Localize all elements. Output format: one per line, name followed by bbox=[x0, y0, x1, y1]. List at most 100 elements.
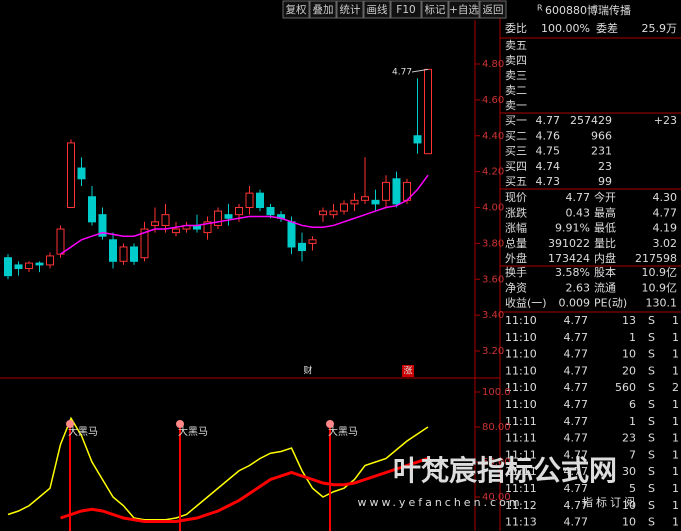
label: 1 bbox=[629, 331, 636, 344]
label: 4.76 bbox=[536, 129, 561, 142]
label: 净资 bbox=[505, 280, 527, 294]
label: 内盘 bbox=[594, 251, 616, 265]
candle-body bbox=[371, 199, 380, 205]
candle-body bbox=[109, 239, 117, 262]
label: 涨幅 bbox=[505, 222, 527, 235]
label: S bbox=[648, 381, 655, 394]
label: 4.77 bbox=[564, 482, 589, 495]
label: S bbox=[648, 364, 655, 377]
label: 11:11 bbox=[505, 415, 537, 428]
label: 股本 bbox=[594, 265, 616, 279]
label: 0.43 bbox=[566, 206, 591, 219]
y-tick-label: 80.00 bbox=[482, 422, 511, 433]
candle-body bbox=[214, 210, 222, 226]
label: S bbox=[648, 348, 655, 361]
toolbar-label[interactable]: F10 bbox=[396, 4, 415, 16]
label: 收益(一) bbox=[505, 296, 547, 310]
toolbar-button[interactable] bbox=[390, 0, 422, 19]
toolbar-label[interactable]: 统计 bbox=[340, 3, 361, 16]
candle-body bbox=[287, 221, 296, 248]
label: 4.77 bbox=[566, 191, 591, 204]
toolbar-button[interactable] bbox=[309, 0, 337, 19]
toolbar-label[interactable]: 返回 bbox=[483, 4, 504, 16]
marker: 财 bbox=[303, 365, 312, 377]
y-tick-label: 3.40 bbox=[482, 310, 504, 321]
toolbar-label[interactable]: 复权 bbox=[286, 3, 307, 16]
toolbar-button[interactable] bbox=[363, 0, 391, 19]
label: 1 bbox=[672, 415, 679, 428]
yellow-line bbox=[7, 416, 429, 521]
signal-label: 大黑马 bbox=[328, 425, 358, 438]
toolbar-button[interactable] bbox=[421, 0, 449, 19]
label: 4.77 bbox=[564, 465, 589, 478]
label: 4.77 bbox=[564, 331, 589, 344]
label: 买二 bbox=[505, 129, 527, 142]
label: 560 bbox=[615, 381, 636, 394]
high-label: 4.77 bbox=[392, 68, 412, 78]
toolbar-label[interactable]: 标记 bbox=[425, 4, 446, 16]
label: 卖二 bbox=[505, 84, 527, 97]
label: 391022 bbox=[548, 237, 590, 250]
label: 11:13 bbox=[505, 516, 537, 529]
y-tick-label: 3.80 bbox=[482, 238, 504, 249]
label: 257429 bbox=[570, 114, 612, 127]
label: 4.30 bbox=[653, 191, 678, 204]
label: 217598 bbox=[635, 252, 677, 265]
candle-body bbox=[266, 207, 275, 216]
y-tick-label: 4.00 bbox=[482, 203, 504, 214]
label: 3.58% bbox=[555, 266, 590, 279]
label: 11:10 bbox=[505, 314, 537, 327]
candle-body bbox=[392, 178, 401, 205]
toolbar-label[interactable]: 画线 bbox=[367, 3, 388, 16]
label: 10 bbox=[622, 516, 636, 529]
label: 11:11 bbox=[505, 482, 537, 495]
label: 4.77 bbox=[564, 415, 589, 428]
label: 9.91% bbox=[555, 222, 590, 235]
label: 最高 bbox=[594, 205, 616, 219]
label: 4.73 bbox=[536, 175, 561, 188]
signal-dot bbox=[326, 420, 334, 428]
label: 11:11 bbox=[505, 465, 537, 478]
label: 4.77 bbox=[564, 516, 589, 529]
candle-body bbox=[98, 214, 107, 237]
toolbar-button[interactable] bbox=[448, 0, 480, 19]
label: 4.77 bbox=[564, 448, 589, 461]
label: 10.9亿 bbox=[642, 266, 678, 279]
candle-body bbox=[56, 228, 65, 255]
label: 966 bbox=[591, 129, 612, 142]
label: 4.77 bbox=[564, 398, 589, 411]
label: 卖一 bbox=[505, 99, 527, 112]
label: S bbox=[648, 448, 655, 461]
label: S bbox=[648, 516, 655, 529]
toolbar-label[interactable]: +自选 bbox=[449, 3, 479, 16]
toolbar-button[interactable] bbox=[282, 0, 310, 19]
label: 现价 bbox=[505, 191, 527, 204]
label: S bbox=[648, 482, 655, 495]
candle-body bbox=[4, 257, 12, 277]
label: 外盘 bbox=[505, 251, 527, 265]
label: 1 bbox=[629, 415, 636, 428]
toolbar-button[interactable] bbox=[479, 0, 507, 19]
marker: 涨 bbox=[403, 366, 412, 377]
toolbar-label[interactable]: 叠加 bbox=[313, 4, 334, 16]
candle-body bbox=[382, 181, 390, 201]
label: 4.77 bbox=[564, 499, 589, 512]
candle-body bbox=[119, 246, 128, 262]
label: 4.19 bbox=[653, 222, 678, 235]
label: 1 bbox=[672, 348, 679, 361]
label: 11:10 bbox=[505, 348, 537, 361]
label: 11:10 bbox=[505, 331, 537, 344]
label: 1 bbox=[672, 448, 679, 461]
label: S bbox=[648, 331, 655, 344]
candle-body bbox=[308, 239, 317, 244]
label: 1 bbox=[672, 516, 679, 529]
candle-body bbox=[203, 221, 212, 234]
candle-body bbox=[130, 246, 138, 262]
label: 4.77 bbox=[653, 206, 678, 219]
toolbar-button[interactable] bbox=[336, 0, 364, 19]
label: 25.9万 bbox=[642, 22, 678, 35]
candle-body bbox=[77, 167, 86, 180]
candle-body bbox=[88, 196, 96, 223]
candle-body bbox=[424, 68, 432, 155]
